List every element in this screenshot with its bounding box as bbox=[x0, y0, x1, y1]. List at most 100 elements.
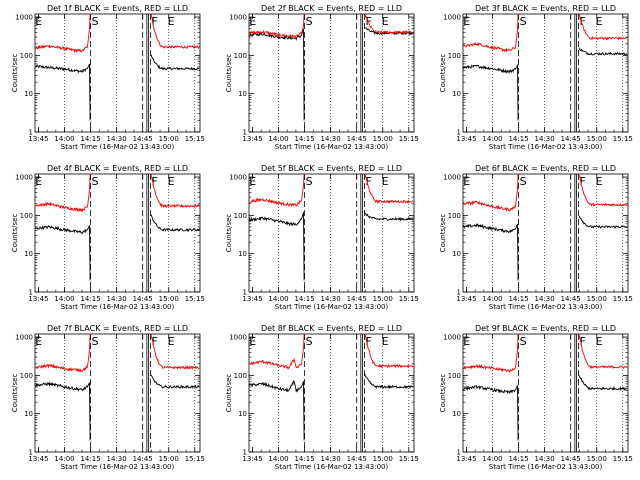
y-tick-label: 100 bbox=[20, 212, 33, 220]
events-series-line bbox=[248, 212, 305, 281]
marker-label: F bbox=[151, 175, 157, 188]
events-series-line bbox=[35, 381, 91, 441]
x-tick-label: 14:45 bbox=[561, 455, 581, 463]
y-tick-label: 10 bbox=[24, 250, 33, 258]
x-tick-label: 14:15 bbox=[294, 295, 314, 303]
events-series-line bbox=[248, 380, 305, 441]
y-tick-label: 100 bbox=[234, 52, 247, 60]
x-tick-label: 15:00 bbox=[159, 455, 179, 463]
x-tick-label: 13:45 bbox=[456, 455, 476, 463]
x-tick-label: 15:00 bbox=[159, 135, 179, 143]
x-tick-label: 14:45 bbox=[347, 295, 367, 303]
lld-series-line bbox=[578, 14, 628, 41]
marker-label: E bbox=[168, 15, 175, 28]
lld-series-line bbox=[364, 334, 414, 369]
plot-frame bbox=[462, 333, 629, 453]
x-tick-label: 14:15 bbox=[80, 295, 100, 303]
y-tick-label: 1 bbox=[243, 129, 247, 137]
x-tick-label: 15:15 bbox=[185, 135, 205, 143]
marker-label: E bbox=[168, 175, 175, 188]
y-tick-label: 10 bbox=[24, 410, 33, 418]
x-tick-label: 14:00 bbox=[482, 455, 502, 463]
lld-series-line bbox=[578, 333, 628, 370]
x-tick-label: 14:45 bbox=[561, 135, 581, 143]
x-tick-label: 14:00 bbox=[54, 295, 74, 303]
x-tick-label: 14:15 bbox=[508, 295, 528, 303]
x-tick-label: 14:30 bbox=[321, 135, 341, 143]
y-tick-label: 1 bbox=[29, 449, 33, 457]
lld-series-line bbox=[463, 173, 519, 212]
x-tick-label: 13:45 bbox=[456, 135, 476, 143]
x-tick-label: 15:15 bbox=[399, 135, 419, 143]
lld-series-line bbox=[249, 333, 305, 370]
y-axis-label: Counts/sec bbox=[225, 374, 233, 413]
y-tick-label: 100 bbox=[20, 52, 33, 60]
x-tick-label: 15:00 bbox=[373, 455, 393, 463]
x-tick-label: 14:15 bbox=[80, 135, 100, 143]
lld-series-line bbox=[248, 173, 305, 208]
x-tick-label: 15:00 bbox=[587, 135, 607, 143]
x-tick-label: 14:00 bbox=[54, 135, 74, 143]
x-tick-label: 15:15 bbox=[613, 455, 633, 463]
marker-label: S bbox=[306, 15, 313, 28]
x-tick-label: 15:00 bbox=[373, 295, 393, 303]
marker-label: E bbox=[35, 335, 42, 348]
y-tick-label: 1000 bbox=[229, 334, 247, 342]
y-tick-label: 1 bbox=[29, 129, 33, 137]
plot-frame bbox=[34, 173, 201, 293]
plot-frame bbox=[34, 13, 201, 133]
panel-title: Det 4f BLACK = Events, RED = LLD bbox=[47, 164, 188, 173]
marker-label: E bbox=[35, 175, 42, 188]
x-tick-label: 14:45 bbox=[133, 295, 153, 303]
marker-label: S bbox=[92, 175, 99, 188]
x-axis-label: Start Time (16-Mar-02 13:43:00) bbox=[61, 143, 175, 151]
x-axis-label: Start Time (16-Mar-02 13:43:00) bbox=[489, 463, 603, 471]
marker-label: E bbox=[35, 15, 42, 28]
lld-series-line bbox=[364, 13, 414, 35]
x-tick-label: 15:15 bbox=[185, 295, 205, 303]
x-tick-label: 14:15 bbox=[508, 455, 528, 463]
x-tick-label: 13:45 bbox=[242, 135, 262, 143]
plot-frame bbox=[34, 333, 201, 453]
x-tick-label: 13:45 bbox=[242, 295, 262, 303]
marker-label: E bbox=[382, 15, 389, 28]
plot-frame bbox=[248, 13, 415, 133]
marker-label: E bbox=[596, 175, 603, 188]
x-tick-label: 14:45 bbox=[133, 135, 153, 143]
x-tick-label: 15:00 bbox=[373, 135, 393, 143]
y-tick-label: 1 bbox=[457, 289, 461, 297]
lld-series-line bbox=[150, 174, 200, 209]
y-tick-label: 1 bbox=[457, 129, 461, 137]
panel-title: Det 8f BLACK = Events, RED = LLD bbox=[261, 324, 402, 333]
lld-series-line bbox=[578, 174, 628, 207]
panel-title: Det 6f BLACK = Events, RED = LLD bbox=[475, 164, 616, 173]
marker-label: S bbox=[306, 175, 313, 188]
x-tick-label: 14:30 bbox=[107, 135, 127, 143]
lld-series-line bbox=[34, 13, 91, 54]
plot-frame bbox=[248, 173, 415, 293]
panel-title: Det 9f BLACK = Events, RED = LLD bbox=[475, 324, 616, 333]
x-tick-label: 14:00 bbox=[482, 135, 502, 143]
x-tick-label: 14:00 bbox=[482, 295, 502, 303]
panel-title: Det 1f BLACK = Events, RED = LLD bbox=[47, 4, 188, 13]
panel-title: Det 5f BLACK = Events, RED = LLD bbox=[261, 164, 402, 173]
marker-label: E bbox=[463, 335, 470, 348]
marker-label: S bbox=[520, 175, 527, 188]
plot-frame bbox=[462, 173, 629, 293]
x-tick-label: 14:15 bbox=[294, 135, 314, 143]
x-axis-label: Start Time (16-Mar-02 13:43:00) bbox=[275, 463, 389, 471]
x-axis-label: Start Time (16-Mar-02 13:43:00) bbox=[61, 303, 175, 311]
plot-frame bbox=[248, 333, 415, 453]
y-tick-label: 10 bbox=[238, 410, 247, 418]
lld-series-line bbox=[463, 13, 519, 53]
marker-label: E bbox=[249, 335, 256, 348]
x-tick-label: 15:00 bbox=[159, 295, 179, 303]
y-tick-label: 10 bbox=[452, 410, 461, 418]
x-tick-label: 14:30 bbox=[321, 295, 341, 303]
x-tick-label: 14:15 bbox=[80, 455, 100, 463]
y-tick-label: 1000 bbox=[443, 334, 461, 342]
y-tick-label: 100 bbox=[20, 372, 33, 380]
marker-label: F bbox=[365, 175, 371, 188]
marker-label: S bbox=[92, 15, 99, 28]
